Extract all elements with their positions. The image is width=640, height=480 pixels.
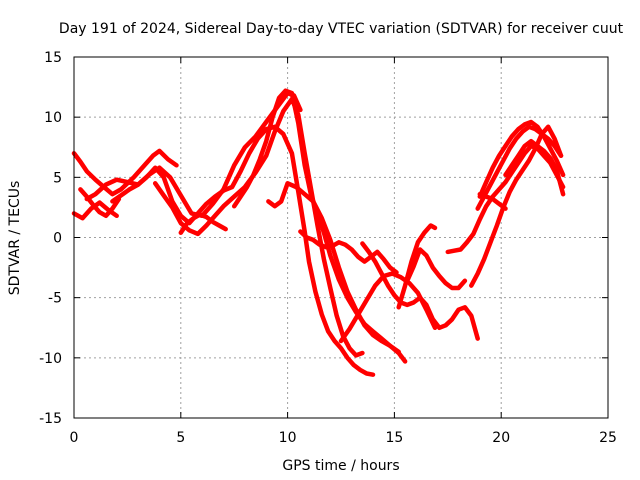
y-tick-label: -15 (39, 411, 62, 427)
y-tick-label: 10 (44, 110, 62, 126)
x-axis-label: GPS time / hours (282, 458, 399, 474)
x-tick-label: 25 (599, 430, 617, 446)
y-tick-label: -10 (39, 351, 62, 367)
x-tick-label: 10 (279, 430, 297, 446)
x-tick-label: 15 (385, 430, 403, 446)
x-tick-label: 0 (70, 430, 79, 446)
y-tick-label: 15 (44, 50, 62, 66)
y-tick-label: 0 (53, 231, 62, 247)
grid-layer (74, 57, 608, 418)
chart-svg: Day 191 of 2024, Sidereal Day-to-day VTE… (0, 0, 640, 480)
y-tick-label: -5 (48, 291, 62, 307)
x-tick-label: 5 (176, 430, 185, 446)
y-axis-label: SDTVAR / TECUs (7, 181, 23, 296)
y-tick-label: 5 (53, 170, 62, 186)
x-tick-label: 20 (492, 430, 510, 446)
chart-title: Day 191 of 2024, Sidereal Day-to-day VTE… (59, 21, 624, 37)
series-trace-14 (407, 250, 465, 289)
data-layer (74, 91, 563, 375)
chart-figure: Day 191 of 2024, Sidereal Day-to-day VTE… (0, 0, 640, 480)
